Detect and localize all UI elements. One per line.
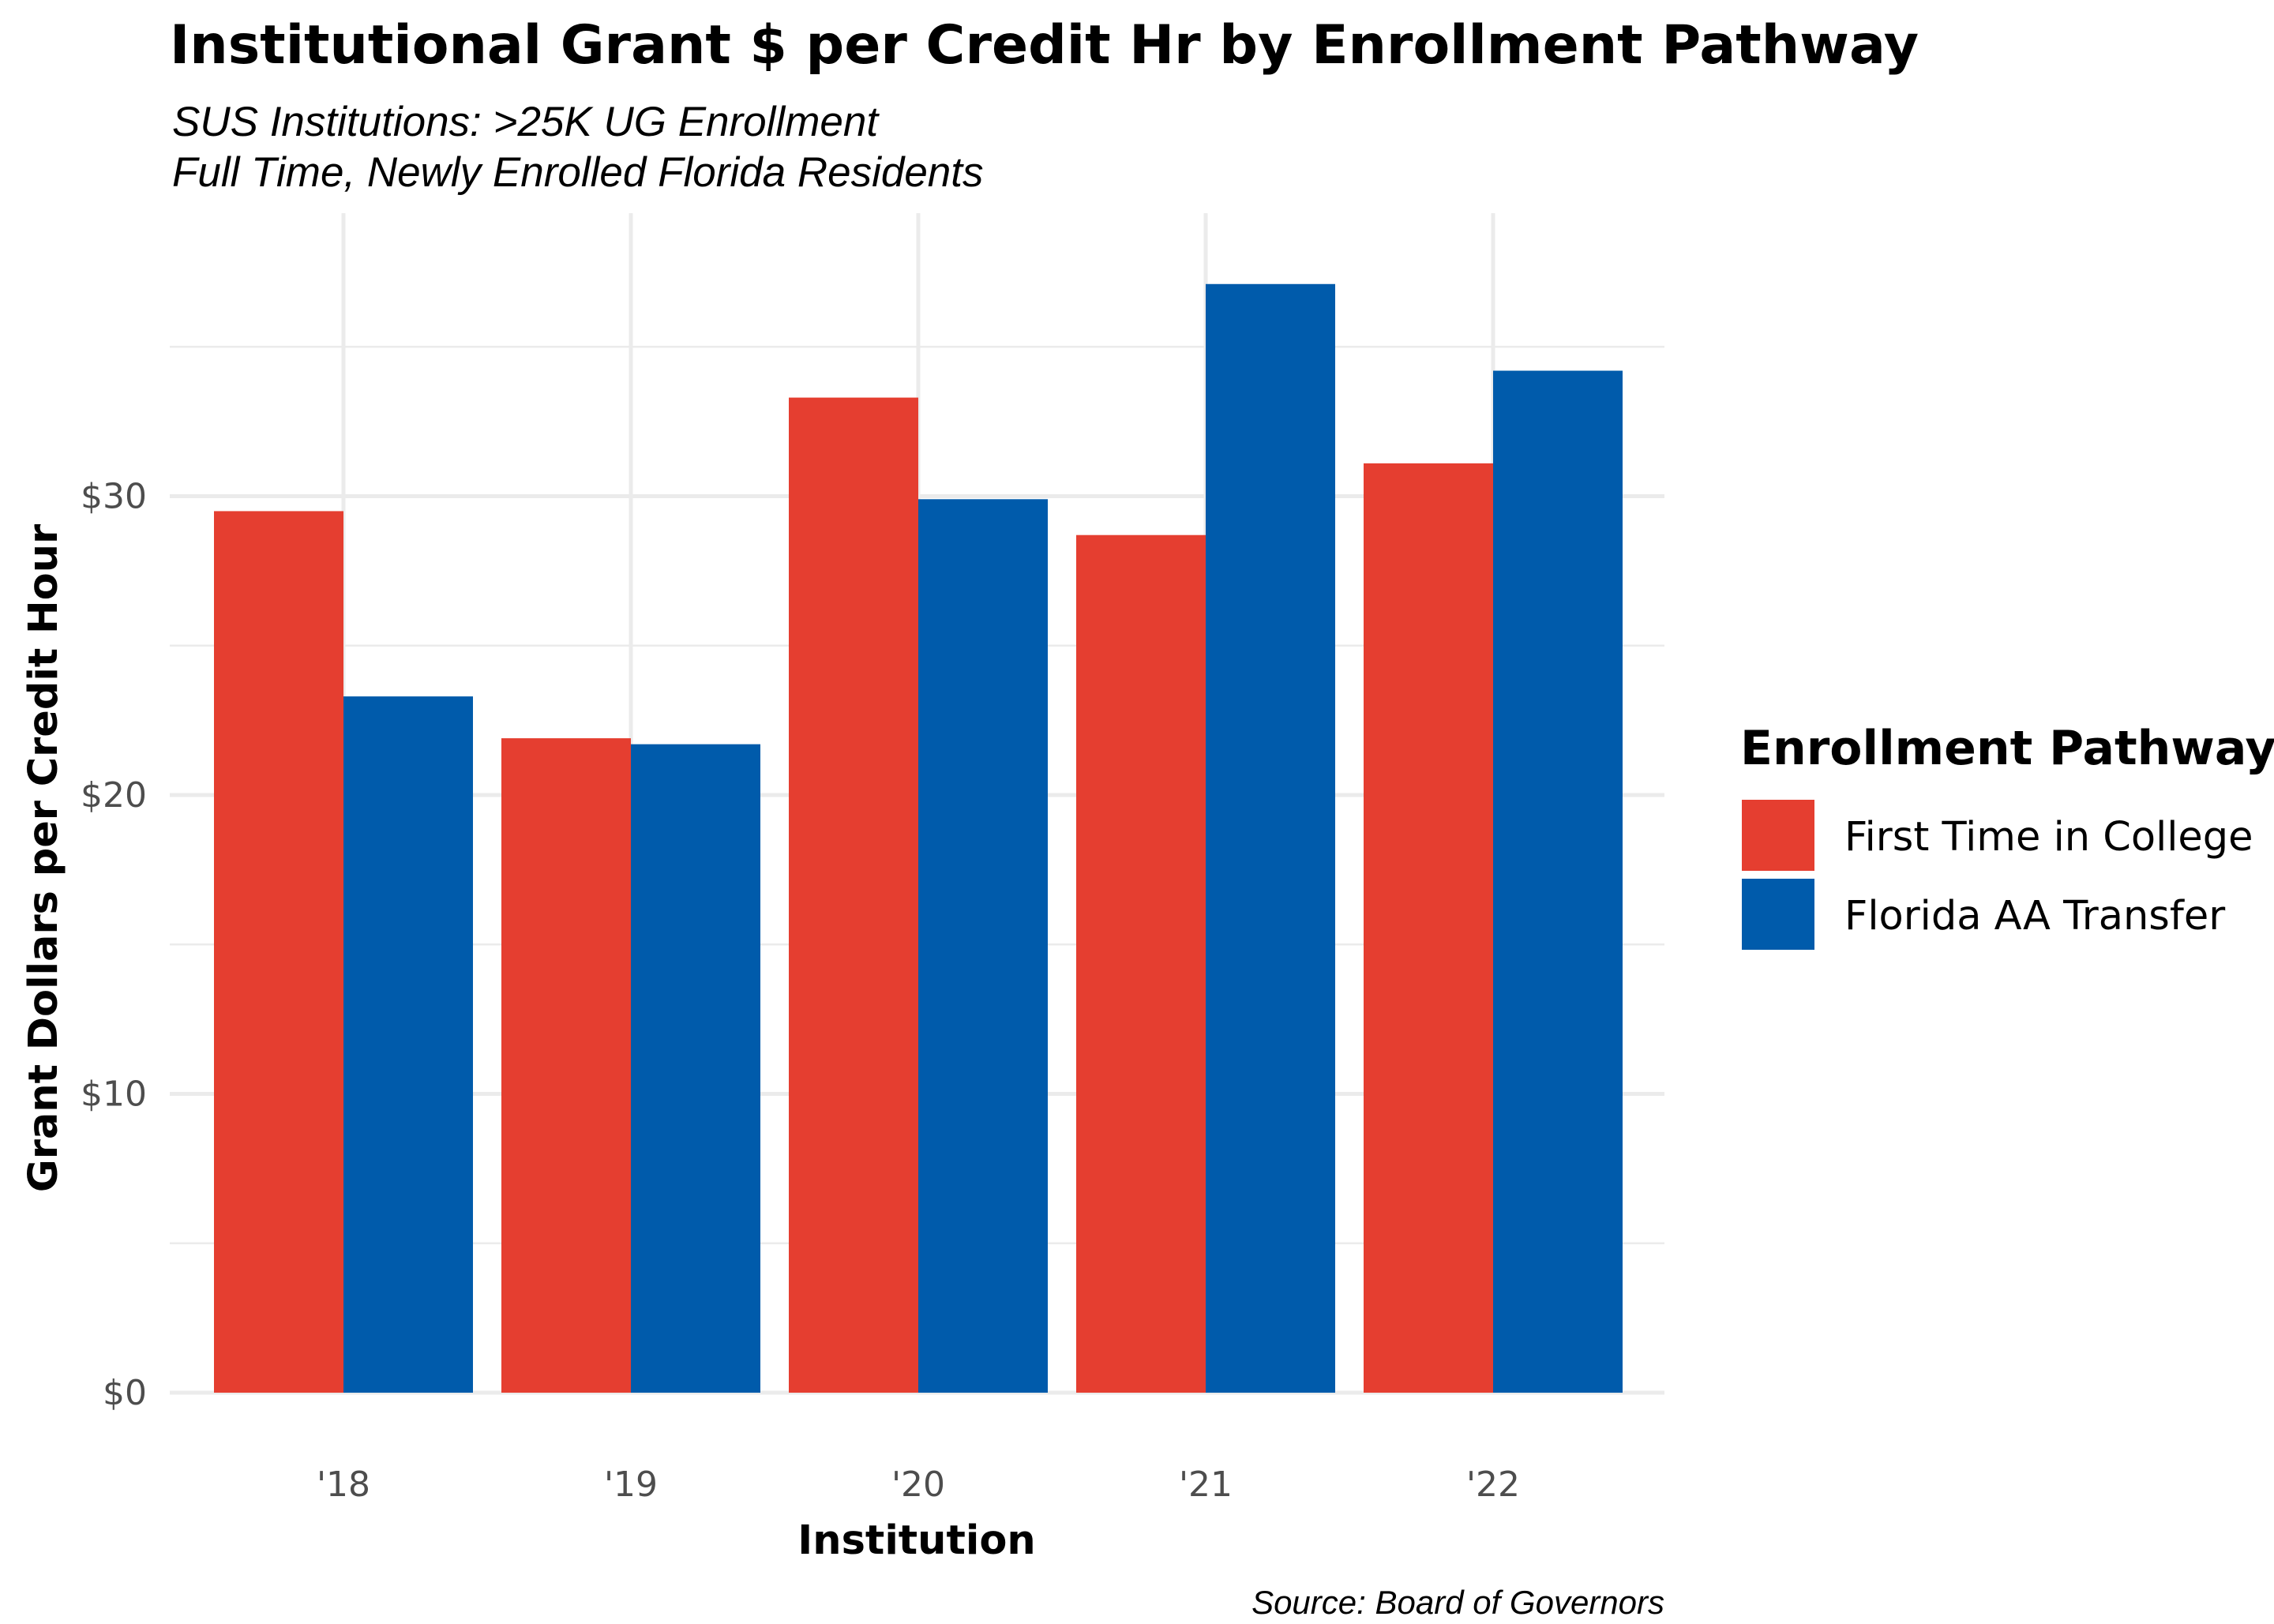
bar-florida-aa-transfer bbox=[1206, 283, 1335, 1393]
legend-swatch-florida-aa-transfer bbox=[1742, 879, 1814, 950]
y-axis-title: Grant Dollars per Credit Hour bbox=[21, 524, 67, 1192]
y-tick-label: $0 bbox=[103, 1373, 147, 1413]
bar-first-time-in-college bbox=[501, 738, 631, 1393]
bar-florida-aa-transfer bbox=[918, 499, 1048, 1393]
legend-label-florida-aa-transfer: Florida AA Transfer bbox=[1844, 893, 2225, 940]
bars bbox=[214, 283, 1623, 1393]
chart-subtitle-line-2: Full Time, Newly Enrolled Florida Reside… bbox=[172, 149, 984, 196]
bar-florida-aa-transfer bbox=[343, 696, 473, 1393]
legend-swatch-first-time-in-college bbox=[1742, 800, 1814, 871]
chart-subtitle-line-1: SUS Institutions: >25K UG Enrollment bbox=[172, 99, 880, 145]
legend-label-first-time-in-college: First Time in College bbox=[1844, 814, 2253, 861]
x-axis-ticks: '18 '19 '20 '21 '22 bbox=[317, 1465, 1520, 1505]
bar-first-time-in-college bbox=[789, 397, 918, 1393]
bar-first-time-in-college bbox=[214, 511, 343, 1393]
legend: Enrollment Pathway First Time in College… bbox=[1740, 721, 2274, 950]
x-tick-label: '19 bbox=[604, 1465, 658, 1505]
x-tick-label: '20 bbox=[891, 1465, 945, 1505]
bar-florida-aa-transfer bbox=[631, 744, 760, 1393]
chart-caption: Source: Board of Governors bbox=[1251, 1584, 1664, 1621]
y-tick-label: $30 bbox=[81, 477, 147, 517]
bar-first-time-in-college bbox=[1364, 463, 1493, 1393]
x-axis-title: Institution bbox=[797, 1517, 1035, 1564]
x-tick-label: '21 bbox=[1179, 1465, 1233, 1505]
x-tick-label: '18 bbox=[317, 1465, 370, 1505]
x-tick-label: '22 bbox=[1466, 1465, 1520, 1505]
y-tick-label: $10 bbox=[81, 1075, 147, 1115]
legend-title: Enrollment Pathway bbox=[1740, 721, 2274, 776]
y-axis-ticks: $0 $10 $20 $30 bbox=[81, 477, 147, 1414]
bar-first-time-in-college bbox=[1076, 534, 1206, 1393]
y-tick-label: $20 bbox=[81, 775, 147, 816]
bar-florida-aa-transfer bbox=[1493, 370, 1623, 1393]
chart-title: Institutional Grant $ per Credit Hr by E… bbox=[170, 14, 1919, 77]
